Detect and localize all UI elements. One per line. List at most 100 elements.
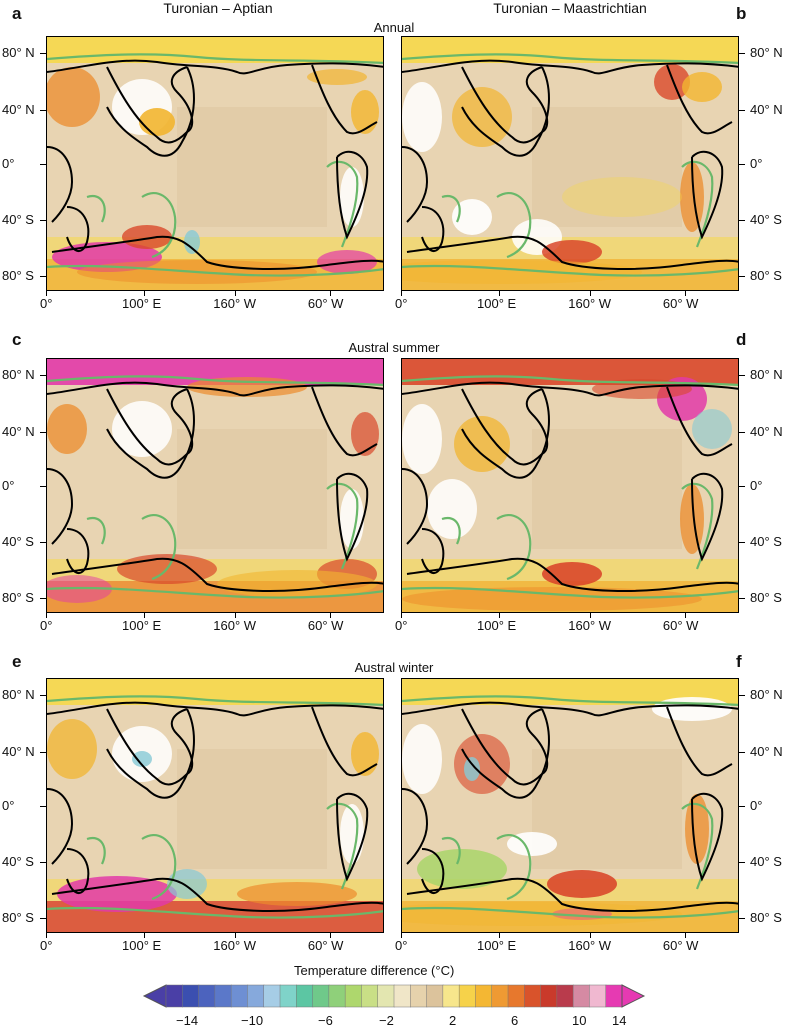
tick-mark [684,933,686,938]
tick-mark [40,597,46,599]
y-tick-label: 80° S [2,267,34,283]
y-tick-label: 40° S [2,853,34,869]
tick-mark [739,431,745,433]
anomaly-blob [47,67,100,127]
anomaly-blob [562,177,682,217]
paleo-coastline [86,836,106,865]
anomaly-blob [340,804,364,864]
colorbar-swatch [312,984,330,1008]
coastline [66,206,90,252]
map-c-svg [47,359,383,612]
map-panel-c [46,358,384,613]
coastline [106,388,195,479]
tick-mark [144,613,146,618]
colorbar-swatch [556,984,574,1008]
tick-mark [40,541,46,543]
paleo-coastline [496,514,532,581]
coastline [691,792,724,882]
anomaly-blob [680,484,704,554]
coastline [106,66,195,157]
y-tick-label: 40° S [750,853,782,869]
coastline [47,59,383,75]
y-tick-label: 40° S [750,533,782,549]
x-tick-label: 160° W [568,296,612,311]
colorbar-right-arrow [621,984,646,1008]
tick-mark [739,485,745,487]
panel-letter-a: a [12,4,22,23]
x-tick-label: 160° W [213,296,257,311]
tick-mark [40,917,46,919]
tick-mark [401,933,402,938]
tick-mark [329,933,331,938]
tick-mark [40,861,46,863]
tick-mark [46,613,47,618]
row-title-austral-summer: Austral summer [348,340,440,355]
y-tick-label: 40° N [750,101,783,117]
paleo-coastline [496,834,532,901]
coastline [311,64,378,135]
anomaly-blob [682,72,722,102]
tick-mark [329,291,331,296]
tick-mark [40,163,46,165]
y-tick-label: 40° N [750,743,783,759]
tick-mark [739,694,745,696]
ocean-band [177,749,327,869]
tick-mark [739,275,745,277]
tick-mark [235,291,237,296]
paleo-coastline [86,194,106,223]
anomaly-blob [592,379,692,399]
paleo-coastline [47,906,383,919]
coastline [461,708,550,799]
tick-mark [499,291,501,296]
x-tick-label: 100° E [477,618,517,633]
anomaly-blob [351,412,379,456]
tick-mark [40,431,46,433]
colorbar-swatch [361,984,379,1008]
y-tick-label: 80° N [750,44,783,60]
y-tick-label: 0° [750,155,763,171]
coastline [406,235,738,270]
tick-mark [739,52,745,54]
paleo-coastline [402,53,738,65]
anomaly-blob [47,404,87,454]
map-panel-d [401,358,739,613]
tick-mark [739,541,745,543]
y-tick-label: 40° N [750,423,783,439]
tick-mark [739,861,745,863]
anomaly-blob [452,87,512,147]
coastline [402,701,738,717]
coastline [406,877,738,912]
x-tick-label: 60° W [662,938,699,953]
anomaly-blob [452,199,492,235]
ocean-band [532,429,682,549]
anomaly-blob [402,82,442,152]
tick-mark [590,613,592,618]
colorbar-swatch [605,984,623,1008]
x-tick-label: 60° W [662,296,699,311]
anomaly-blob [57,876,177,912]
colorbar-swatch [198,984,216,1008]
paleo-coastline [141,192,177,259]
tick-mark [499,933,501,938]
colorbar-swatch [524,984,542,1008]
anomaly-blob [307,69,367,85]
colorbar-swatch [377,984,395,1008]
coastline [402,146,429,223]
anomaly-blob [680,162,704,232]
colorbar-swatch [393,984,412,1008]
y-tick-label: 0° [750,477,763,493]
coastline [406,557,738,592]
colorbar-swatch [247,984,265,1008]
y-tick-label: 80° S [750,267,782,283]
tick-mark [46,933,47,938]
tick-mark [739,917,745,919]
paleo-coastline [402,264,738,277]
colorbar-swatch [507,984,526,1008]
panel-letter-b: b [736,4,747,23]
tick-mark [40,219,46,221]
x-tick-label: 100° E [477,938,517,953]
colorbar-swatch [214,984,232,1008]
paleo-coastline [402,375,738,387]
anomaly-blob [547,870,617,898]
tick-mark [684,613,686,618]
